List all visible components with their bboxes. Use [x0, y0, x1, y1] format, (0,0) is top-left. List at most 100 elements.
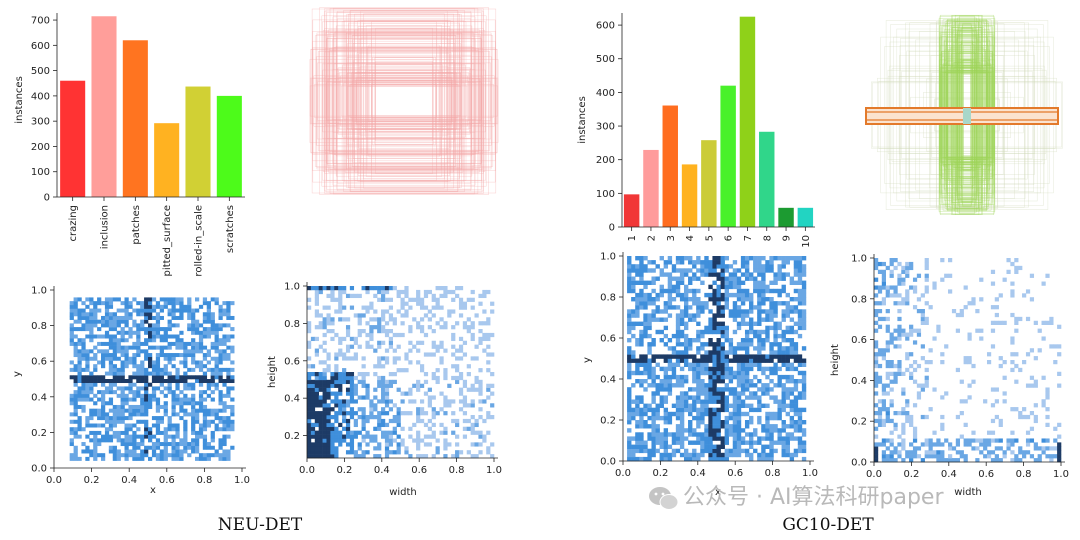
neu-wh-cell — [470, 399, 475, 404]
neu-xy-cell — [218, 353, 223, 358]
neu-xy-cell — [73, 456, 78, 461]
neu-xy-cell — [191, 327, 196, 332]
gc10-xy-cell — [627, 444, 632, 449]
gc10-wh-cell — [1029, 297, 1035, 302]
gc10-xy-cell — [692, 276, 697, 281]
neu-xy-cell — [148, 360, 153, 365]
neu-wh-cell — [326, 387, 331, 392]
gc10-wh-cell — [979, 450, 984, 455]
gc10-xy-axes: 0.0 0.2 0.4 0.6 0.8 1.00.00.20.40.60.81.0 — [600, 252, 818, 480]
neu-xy-ytick-label: 0.8 — [31, 321, 47, 332]
neu-xy-cell — [206, 382, 211, 387]
gc10-xy-cell — [736, 366, 742, 372]
gc10-xy-cell — [769, 305, 774, 310]
neu-overlay-box — [354, 29, 454, 173]
gc10-wh-cell — [893, 289, 898, 294]
gc10-xy-cell — [757, 338, 762, 343]
neu-xy-cell — [120, 397, 125, 402]
gc10-xy-cell — [765, 333, 770, 339]
neu-wh-cell — [322, 286, 327, 291]
gc10-xy-cell — [736, 395, 742, 400]
gc10-xy-cell — [749, 452, 754, 458]
gc10-xy-cell — [736, 321, 742, 326]
gc10-xy-cell — [797, 362, 803, 367]
neu-xy-cell — [101, 404, 106, 409]
neu-xy-cell — [101, 356, 106, 361]
neu-xy-cell — [155, 371, 161, 376]
neu-wh-cell — [338, 434, 343, 439]
gc10-xy-cell — [777, 276, 782, 281]
gc10-xy-cell — [700, 362, 705, 367]
neu-xy-cell — [77, 375, 82, 380]
neu-xy-cell — [89, 397, 94, 402]
gc10-xy-cell — [679, 309, 685, 314]
neu-wh-cell — [318, 289, 323, 295]
neu-wh-cell — [419, 411, 425, 416]
neu-xy-cell — [171, 408, 176, 413]
gc10-xy-cell — [643, 313, 648, 318]
neu-xy-cell — [163, 393, 168, 398]
gc10-wh-cell — [916, 297, 922, 302]
neu-wh-cell — [486, 446, 491, 451]
neu-wh-cell — [388, 286, 394, 291]
neu-wh-cell — [357, 372, 362, 377]
neu-xy-cell — [108, 438, 114, 443]
gc10-xy-cell — [781, 264, 786, 269]
gc10-xy-cell — [708, 436, 713, 441]
neu-xy-cell — [187, 397, 192, 402]
neu-wh-cell — [439, 407, 444, 412]
gc10-wh-cell — [959, 454, 964, 459]
neu-xy-cell — [167, 390, 172, 395]
gc10-wh-cell — [951, 458, 957, 463]
neu-xy-cell — [151, 434, 157, 439]
gc10-wh-cell — [897, 371, 902, 376]
gc10-xy-cell — [663, 387, 669, 392]
gc10-xy-cell — [696, 395, 701, 400]
gc10-wh-cell — [1041, 336, 1046, 341]
gc10-wh-cell — [901, 430, 906, 435]
neu-xy-cell — [81, 393, 86, 398]
gc10-xy-cell — [797, 272, 803, 277]
neu-wh-cell — [307, 399, 312, 404]
neu-xy-cell — [85, 360, 90, 365]
gc10-xy-cell — [773, 415, 778, 421]
gc10-xy-cell — [749, 338, 754, 343]
gc10-xy-cell — [639, 333, 644, 339]
gc10-xy-cell — [769, 288, 774, 294]
gc10-xy-cell — [651, 436, 656, 441]
gc10-xy-cell — [671, 452, 677, 458]
gc10-xy-cell — [627, 362, 632, 367]
neu-xy-cell — [159, 315, 164, 320]
neu-wh-cell — [388, 372, 394, 377]
gc10-wh-cell — [889, 430, 894, 435]
neu-xy-cell — [104, 315, 110, 320]
gc10-xy-cell — [627, 284, 632, 290]
gc10-xy-cell — [643, 387, 648, 392]
neu-wh-cell — [439, 344, 444, 349]
neu-xy-cell — [69, 338, 74, 343]
gc10-xy-ytick-label: 1.0 — [600, 252, 616, 263]
neu-wh-cell — [455, 356, 460, 361]
neu-xy-cell — [136, 341, 141, 346]
gc10-xy-cell — [728, 264, 734, 269]
gc10-xy-cell — [757, 407, 762, 413]
gc10-xy-cell — [797, 313, 803, 318]
gc10-xy-cell — [744, 387, 750, 392]
gc10-xy-cell — [797, 424, 803, 429]
gc10-xy-cell — [781, 358, 786, 363]
gc10-xy-cell — [781, 391, 786, 396]
neu-xy-cell — [198, 375, 204, 380]
neu-wh-cell — [419, 297, 425, 302]
neu-wh-cell — [455, 422, 460, 428]
gc10-wh-cell — [893, 265, 898, 271]
neu-xy-cell — [132, 449, 137, 454]
neu-xy-cell — [155, 301, 161, 306]
gc10-wh-cell — [889, 360, 894, 365]
neu-xy-cell — [210, 312, 215, 317]
neu-xy-cell — [230, 349, 235, 354]
neu-wh-cell — [349, 336, 355, 342]
gc10-wh-cell — [916, 363, 922, 369]
gc10-wh-cell — [1010, 442, 1015, 447]
gc10-xy-cell — [708, 264, 713, 269]
gc10-xy-cell — [744, 424, 750, 429]
